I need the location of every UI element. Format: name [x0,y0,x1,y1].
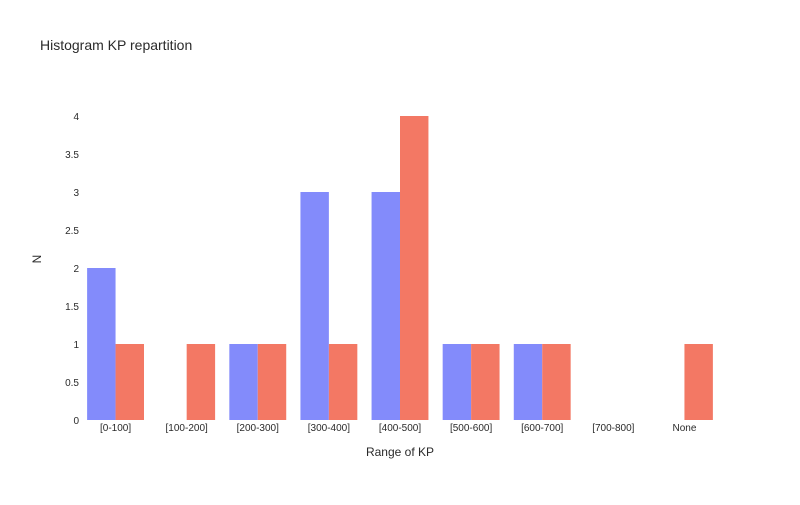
y-tick-label: 3.5 [65,150,79,161]
x-tick-label: [500-600] [450,423,492,434]
x-tick-label: None [672,423,696,434]
x-tick-label: [700-800] [592,423,634,434]
x-axis-title: Range of KP [366,445,434,459]
y-tick-label: 1.5 [65,302,79,313]
bar-s2-2[interactable] [257,344,287,420]
x-tick-label: [600-700] [521,423,563,434]
bar-s2-8[interactable] [684,344,713,420]
bar-s1-6[interactable] [513,344,543,420]
y-tick-label: 2 [73,264,79,275]
y-tick-label: 4 [73,112,79,123]
chart-title: Histogram KP repartition [40,37,193,53]
y-tick-label: 2.5 [65,226,79,237]
x-tick-label: [100-200] [166,423,208,434]
bar-s1-5[interactable] [442,344,472,420]
bar-s2-4[interactable] [400,116,429,420]
x-tick-label: [400-500] [379,423,421,434]
bar-s2-6[interactable] [542,344,571,420]
bar-s2-5[interactable] [471,344,500,420]
bar-s1-2[interactable] [229,344,258,420]
x-tick-label: [200-300] [237,423,279,434]
bar-s1-4[interactable] [371,192,400,420]
bars-layer [87,116,713,420]
y-tick-label: 0.5 [65,378,79,389]
y-tick-label: 3 [73,188,79,199]
bar-s2-1[interactable] [186,344,216,420]
y-axis-ticks: 0 0.5 1 1.5 2 2.5 3 3.5 4 [65,112,79,427]
bar-s2-0[interactable] [115,344,144,420]
x-axis-ticks: [0-100] [100-200] [200-300] [300-400] [400-5… [100,423,697,434]
y-tick-label: 1 [73,340,79,351]
bar-s1-0[interactable] [87,268,116,420]
y-tick-label: 0 [73,416,79,427]
y-axis-title: N [30,255,44,264]
bar-s1-3[interactable] [300,192,329,420]
x-tick-label: [0-100] [100,423,131,434]
x-tick-label: [300-400] [308,423,350,434]
bar-s2-3[interactable] [328,344,358,420]
